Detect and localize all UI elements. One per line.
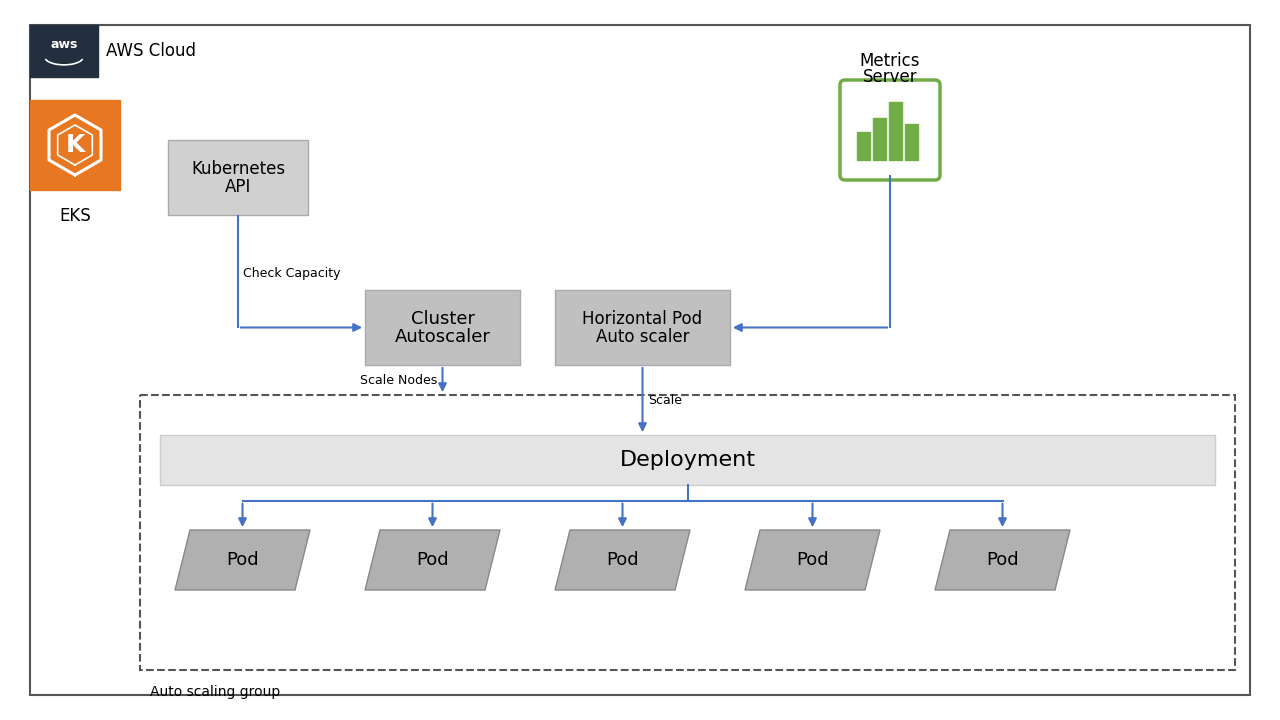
Text: Check Capacity: Check Capacity	[243, 266, 340, 280]
Text: API: API	[225, 179, 251, 197]
Polygon shape	[556, 530, 690, 590]
Text: Deployment: Deployment	[620, 450, 755, 470]
Polygon shape	[365, 530, 500, 590]
Bar	[873, 118, 886, 160]
FancyBboxPatch shape	[29, 25, 99, 77]
Bar	[858, 132, 870, 160]
Text: Pod: Pod	[416, 551, 449, 569]
Text: EKS: EKS	[59, 207, 91, 225]
Text: Pod: Pod	[796, 551, 829, 569]
FancyBboxPatch shape	[168, 140, 308, 215]
Polygon shape	[934, 530, 1070, 590]
Text: AWS Cloud: AWS Cloud	[106, 42, 196, 60]
Bar	[890, 102, 902, 160]
Text: Horizontal Pod: Horizontal Pod	[582, 310, 703, 328]
Polygon shape	[745, 530, 881, 590]
Text: Server: Server	[863, 68, 918, 86]
FancyBboxPatch shape	[556, 290, 730, 365]
Text: Cluster: Cluster	[411, 310, 475, 328]
Polygon shape	[175, 530, 310, 590]
Text: Kubernetes: Kubernetes	[191, 160, 285, 178]
Text: aws: aws	[50, 38, 78, 51]
Bar	[905, 124, 918, 160]
Text: Scale: Scale	[649, 394, 682, 407]
Text: Auto scaler: Auto scaler	[595, 328, 689, 346]
Text: Autoscaler: Autoscaler	[394, 328, 490, 346]
Text: Pod: Pod	[986, 551, 1019, 569]
FancyBboxPatch shape	[365, 290, 520, 365]
Text: Auto scaling group: Auto scaling group	[150, 685, 280, 699]
Text: K: K	[65, 133, 84, 157]
FancyBboxPatch shape	[840, 80, 940, 180]
Text: Metrics: Metrics	[860, 52, 920, 70]
Text: Pod: Pod	[607, 551, 639, 569]
Text: Scale Nodes: Scale Nodes	[360, 374, 438, 387]
FancyBboxPatch shape	[29, 100, 120, 190]
Text: Pod: Pod	[227, 551, 259, 569]
FancyBboxPatch shape	[160, 435, 1215, 485]
